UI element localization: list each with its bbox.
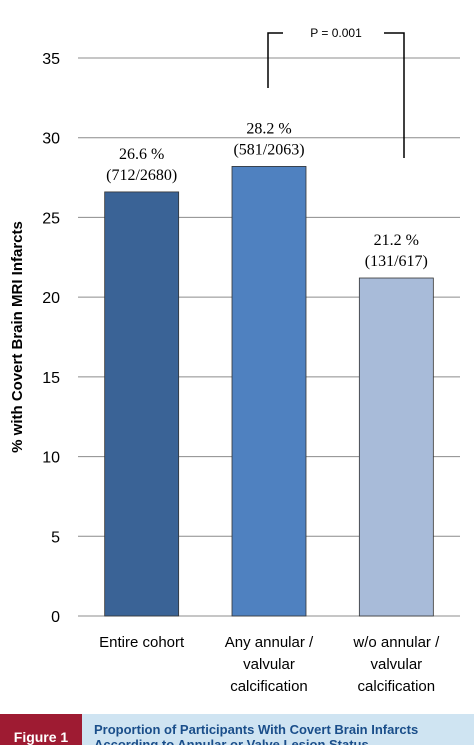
significance-bracket: P = 0.001 xyxy=(267,26,405,158)
y-axis-ticks: 0 5 10 15 20 25 30 35 xyxy=(42,51,60,626)
y-tick-label: 25 xyxy=(42,210,60,227)
bars-group xyxy=(104,166,434,617)
y-tick-label: 15 xyxy=(42,370,60,387)
bar xyxy=(104,191,180,617)
data-label: (712/2680) xyxy=(106,167,177,184)
y-tick-label: 20 xyxy=(42,290,60,307)
x-category-label: w/o annular / xyxy=(352,634,440,651)
x-category-label: valvular xyxy=(370,656,422,673)
bar xyxy=(231,166,307,617)
x-category-label: calcification xyxy=(230,678,308,695)
y-tick-label: 10 xyxy=(42,450,60,467)
bracket-line xyxy=(267,32,405,158)
x-category-label: Entire cohort xyxy=(99,634,185,651)
data-label: 26.6 % xyxy=(119,146,164,163)
y-tick-label: 5 xyxy=(51,529,60,546)
y-tick-label: 30 xyxy=(42,131,60,148)
x-category-label: valvular xyxy=(243,656,295,673)
y-tick-label: 0 xyxy=(51,609,60,626)
x-category-label: calcification xyxy=(358,678,436,695)
figure-caption-bar: Figure 1 Proportion of Participants With… xyxy=(0,714,474,745)
bar xyxy=(358,277,434,617)
data-label: (131/617) xyxy=(365,253,428,270)
data-label: (581/2063) xyxy=(233,141,304,158)
category-labels: Entire cohort Any annular / valvular calcif… xyxy=(99,634,440,695)
data-labels: 26.6 % (712/2680) 28.2 % (581/2063) 21.2 % (1… xyxy=(106,120,428,270)
y-tick-label: 35 xyxy=(42,51,60,68)
bar-chart: 0 5 10 15 20 25 30 35 26.6 % (712/2680) 28.2 % (58… xyxy=(9,26,460,695)
data-label: 21.2 % xyxy=(374,232,419,249)
p-value-label: P = 0.001 xyxy=(310,26,362,40)
x-category-label: Any annular / xyxy=(225,634,314,651)
figure-number-label: Figure 1 xyxy=(0,714,82,745)
data-label: 28.2 % xyxy=(246,120,291,137)
y-axis-title: % with Covert Brain MRI Infarcts xyxy=(9,221,26,453)
figure-caption: Proportion of Participants With Covert B… xyxy=(94,722,419,745)
